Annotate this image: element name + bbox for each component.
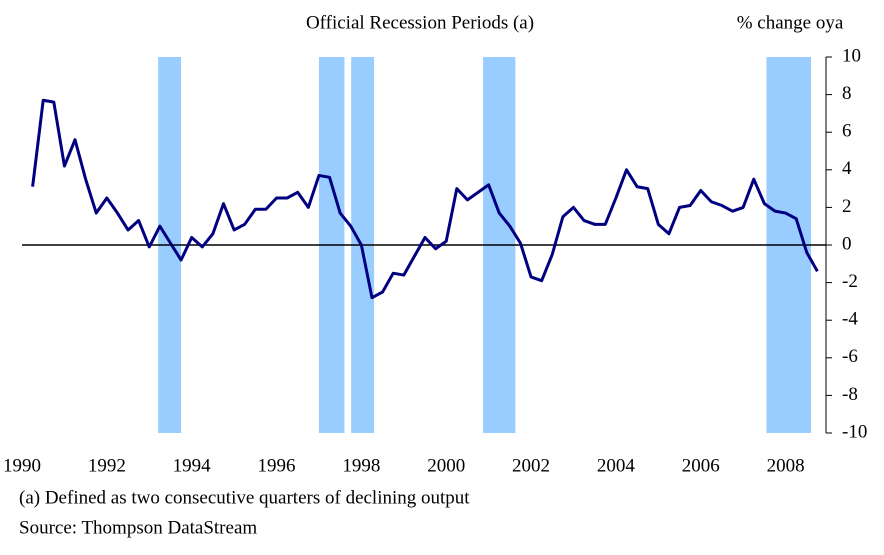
x-tick-label: 2006 <box>682 455 720 476</box>
x-tick-label: 1998 <box>342 455 380 476</box>
y-tick-label: -6 <box>842 346 858 367</box>
x-tick-label: 2000 <box>427 455 465 476</box>
x-tick-label: 2002 <box>512 455 550 476</box>
x-tick-label: 1996 <box>258 455 296 476</box>
y-tick-label: 4 <box>842 158 852 179</box>
data-line <box>31 98 819 300</box>
y-tick-label: -8 <box>842 384 858 405</box>
y-tick-label: 6 <box>842 121 852 142</box>
x-tick-label: 2004 <box>597 455 636 476</box>
x-tick-label: 1992 <box>88 455 126 476</box>
y-tick-label: -4 <box>842 309 858 330</box>
y-tick-label: 2 <box>842 196 852 217</box>
x-tick-label: 2008 <box>767 455 805 476</box>
x-tick-label: 1990 <box>3 455 41 476</box>
y-tick-label: -2 <box>842 271 858 292</box>
footnote: (a) Defined as two consecutive quarters … <box>19 487 470 508</box>
y-axis-label: % change oya <box>737 12 844 33</box>
y-tick-label: 8 <box>842 83 852 104</box>
source: Source: Thompson DataStream <box>19 517 257 538</box>
x-tick-label: 1994 <box>173 455 212 476</box>
y-tick-label: -10 <box>842 421 867 442</box>
y-tick-label: 0 <box>842 233 852 254</box>
y-tick-label: 10 <box>842 45 861 66</box>
chart-title: Official Recession Periods (a) <box>306 12 534 33</box>
